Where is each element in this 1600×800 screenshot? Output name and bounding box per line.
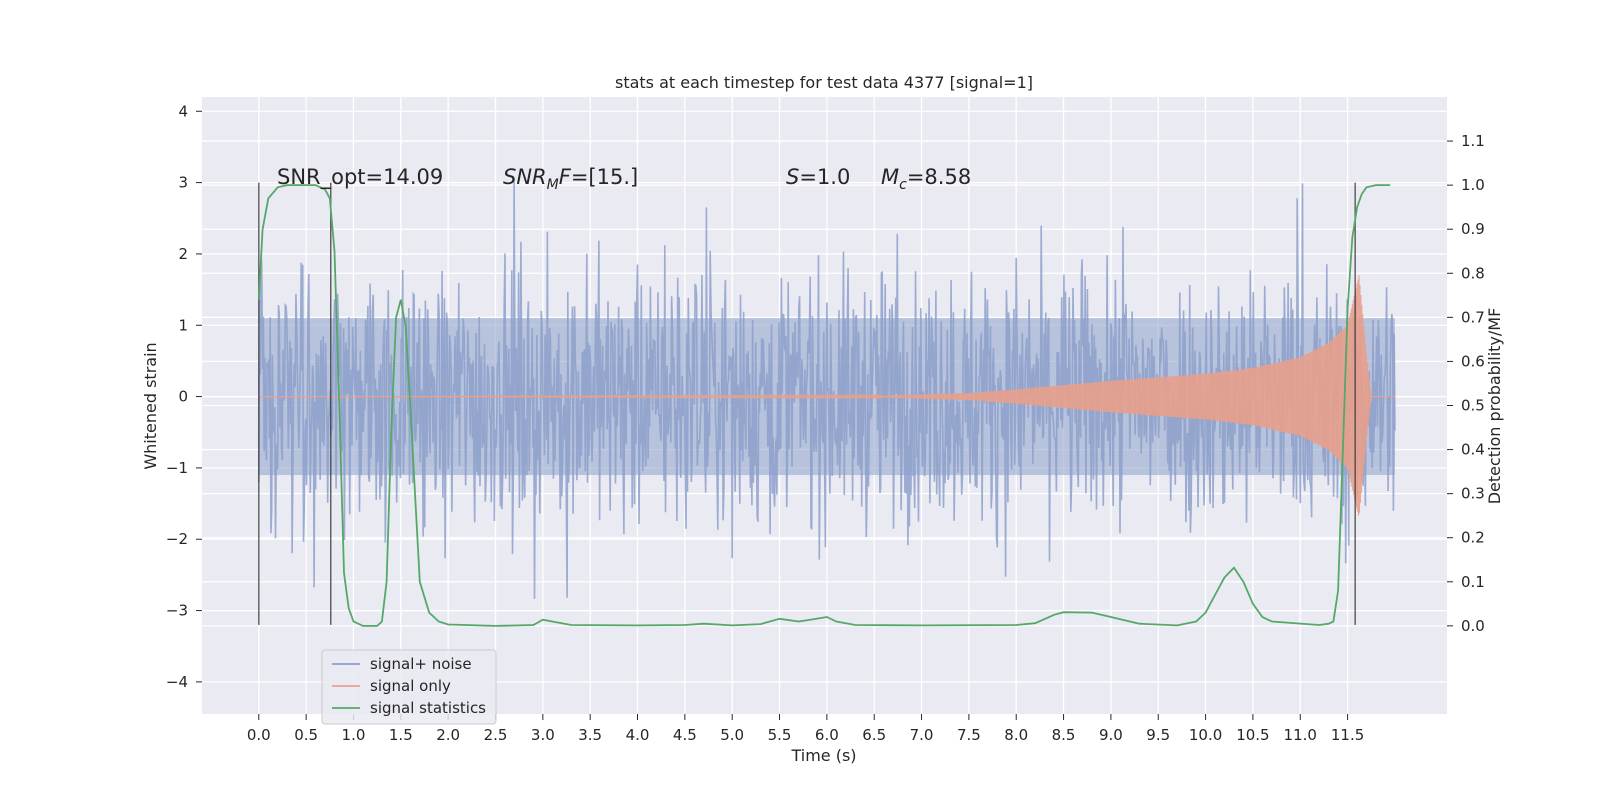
left-tick-label: 3 (178, 174, 188, 192)
x-axis-label: Time (s) (790, 746, 856, 765)
right-tick-label: 0.4 (1461, 441, 1485, 459)
annotation-snr-mf-rest: F (559, 165, 572, 189)
x-tick-label: 0.0 (247, 726, 271, 744)
x-tick-label: 1.5 (389, 726, 413, 744)
left-tick-label: 0 (178, 388, 188, 406)
x-tick-label: 3.0 (531, 726, 555, 744)
annotation-snr-mf: SNRMF=[15.] (503, 165, 638, 193)
legend: signal+ noise signal only signal statist… (322, 650, 496, 724)
x-tick-label: 0.5 (294, 726, 318, 744)
right-tick-label: 0.8 (1461, 264, 1485, 282)
right-tick-label: 0.1 (1461, 573, 1485, 591)
x-tick-label: 2.5 (484, 726, 508, 744)
annotation-snr-mf-main: SNR (503, 165, 547, 189)
annotation-snr-opt: SNR_opt=14.09 (277, 165, 443, 190)
right-tick-label: 0.6 (1461, 352, 1485, 370)
x-tick-label: 5.0 (720, 726, 744, 744)
annotation-s-value: =1.0 (799, 165, 850, 189)
right-tick-label: 1.1 (1461, 132, 1485, 150)
annotation-mc-value: =8.58 (907, 165, 971, 189)
annotation-s-symbol: S (786, 165, 799, 189)
left-tick-label: 1 (178, 316, 188, 334)
x-tick-label: 6.0 (815, 726, 839, 744)
chart-title: stats at each timestep for test data 437… (615, 73, 1033, 92)
x-tick-label: 4.5 (673, 726, 697, 744)
right-axis-ticks: 0.0 0.1 0.2 0.3 0.4 0.5 0.6 0.7 0.8 0.9 1.0 1.1 (1447, 132, 1485, 635)
x-tick-label: 5.5 (768, 726, 792, 744)
x-tick-label: 2.0 (436, 726, 460, 744)
x-tick-label: 7.0 (910, 726, 934, 744)
x-tick-label: 10.5 (1236, 726, 1269, 744)
annotation-snr-mf-value: =[15.] (571, 165, 638, 189)
right-tick-label: 1.0 (1461, 176, 1485, 194)
left-tick-label: 2 (178, 245, 188, 263)
x-tick-label: 8.0 (1004, 726, 1028, 744)
annotation-s: S=1.0 (786, 165, 850, 189)
left-axis-ticks: −4 −3 −2 −1 0 1 2 3 4 (166, 102, 202, 691)
annotation-snr-mf-sub: M (547, 177, 559, 193)
x-tick-label: 11.0 (1284, 726, 1317, 744)
legend-label-signal-only: signal only (370, 677, 451, 695)
right-tick-label: 0.3 (1461, 485, 1485, 503)
x-tick-label: 4.0 (626, 726, 650, 744)
left-tick-label: −4 (166, 673, 188, 691)
right-tick-label: 0.2 (1461, 529, 1485, 547)
left-tick-label: −2 (166, 530, 188, 548)
left-tick-label: −1 (166, 459, 188, 477)
left-tick-label: −3 (166, 602, 188, 620)
x-tick-label: 11.5 (1331, 726, 1364, 744)
right-tick-label: 0.0 (1461, 617, 1485, 635)
x-tick-label: 1.0 (342, 726, 366, 744)
x-tick-label: 7.5 (957, 726, 981, 744)
annotation-mc-symbol: M (881, 165, 899, 189)
x-tick-label: 8.5 (1052, 726, 1076, 744)
right-axis-label: Detection probability/MF (1485, 308, 1504, 505)
x-tick-label: 9.0 (1099, 726, 1123, 744)
x-tick-label: 9.5 (1146, 726, 1170, 744)
left-axis-label: Whitened strain (141, 342, 160, 469)
x-tick-label: 10.0 (1189, 726, 1222, 744)
left-tick-label: 4 (178, 102, 188, 120)
right-tick-label: 0.5 (1461, 397, 1485, 415)
x-tick-label: 6.5 (862, 726, 886, 744)
annotation-mc: Mc=8.58 (881, 165, 971, 193)
right-tick-label: 0.9 (1461, 220, 1485, 238)
legend-label-signal-statistics: signal statistics (370, 699, 486, 717)
chart: 0.0 0.5 1.0 1.5 2.0 2.5 3.0 3.5 4.0 4.5 5.0 5.5 6.0 6… (0, 0, 1600, 800)
x-tick-label: 3.5 (578, 726, 602, 744)
right-tick-label: 0.7 (1461, 308, 1485, 326)
legend-label-signal-plus-noise: signal+ noise (370, 655, 472, 673)
